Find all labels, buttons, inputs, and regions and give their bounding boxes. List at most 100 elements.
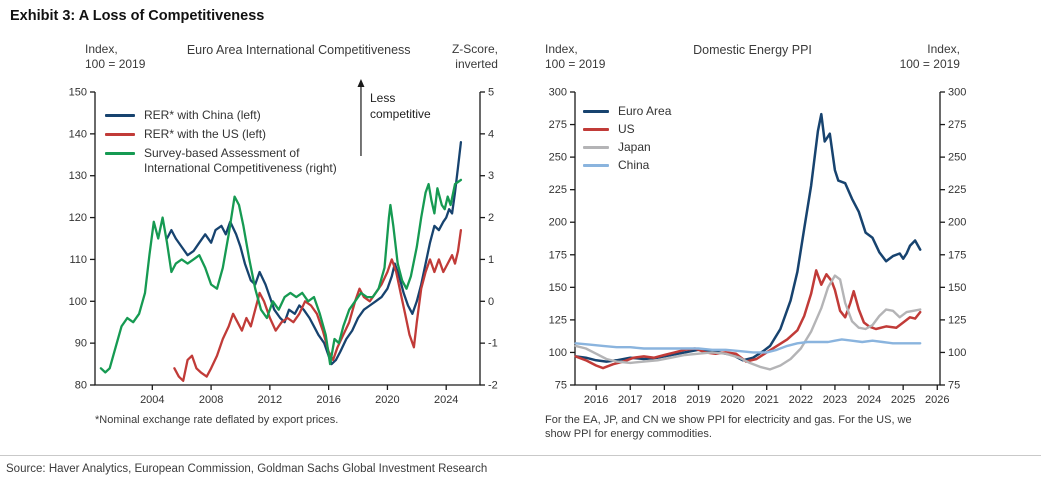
x-tick-label: 2020 <box>720 394 744 406</box>
legend-swatch-navy <box>105 114 135 117</box>
axis-frame <box>94 92 481 386</box>
arrowhead-up-icon <box>357 79 365 87</box>
y-left-tick-label: 110 <box>69 254 87 266</box>
footer-divider: Source: Haver Analytics, European Commis… <box>0 455 1041 475</box>
legend-swatch-green <box>105 152 135 155</box>
y-left-tick-label: 250 <box>549 152 567 164</box>
y-left-tick-label: 225 <box>549 184 567 196</box>
x-tick-label: 2004 <box>140 394 164 406</box>
annotation-text: competitive <box>370 107 431 121</box>
y-right-tick-label: 275 <box>948 119 966 131</box>
x-tick-label: 2016 <box>584 394 608 406</box>
y-right-tick-label: 2 <box>488 212 494 224</box>
x-tick-label: 2018 <box>652 394 676 406</box>
y-left-tick-label: 100 <box>69 296 87 308</box>
y-right-tick-label: 0 <box>488 296 494 308</box>
legend-swatch-red <box>583 128 609 131</box>
x-tick-label: 2026 <box>925 394 949 406</box>
y-right-tick-label: 75 <box>948 380 960 392</box>
exhibit-title: Exhibit 3: A Loss of Competitiveness <box>10 8 265 24</box>
right-axis-unit-label: Z-Score, inverted <box>451 42 498 71</box>
chart-legend: RER* with China (left) RER* with the US (… <box>105 108 337 176</box>
x-tick-label: 2016 <box>316 394 340 406</box>
y-left-tick-label: 130 <box>69 170 87 182</box>
legend-swatch-gray <box>583 146 609 149</box>
energy-ppi-line-chart: 75 100 125 150 175 200 225 250 275 300 75 100 125 150… <box>549 87 967 407</box>
series-line-gray <box>574 274 922 371</box>
x-tick-label: 2008 <box>199 394 223 406</box>
y-left-tick-label: 150 <box>69 87 87 99</box>
left-axis-unit-label: Index, 100 = 2019 <box>85 42 146 71</box>
legend-label: US <box>618 122 635 136</box>
y-right-tick-label: 100 <box>948 347 966 359</box>
legend-label: Survey-based Assessment of International… <box>144 146 337 175</box>
right-axis-unit-label: Index, 100 = 2019 <box>899 42 960 71</box>
y-right-tick-label: 175 <box>948 249 966 261</box>
legend-swatch-light_blue <box>583 164 609 167</box>
y-left-tick-label: 80 <box>75 380 87 392</box>
y-left-tick-label: 90 <box>75 338 87 350</box>
source-line: Source: Haver Analytics, European Commis… <box>6 463 488 475</box>
left-axis-unit-label: Index, 100 = 2019 <box>545 42 606 71</box>
chart-footnote: For the EA, JP, and CN we show PPI for e… <box>545 414 912 440</box>
chart-title: Domestic Energy PPI <box>693 43 812 57</box>
x-tick-label: 2021 <box>754 394 778 406</box>
y-right-tick-label: 225 <box>948 184 966 196</box>
x-tick-label: 2012 <box>258 394 282 406</box>
y-right-tick-label: 300 <box>948 87 966 99</box>
y-left-tick-label: 300 <box>549 87 567 99</box>
chart-header: Index, 100 = 2019 Domestic Energy PPI In… <box>535 42 980 76</box>
legend-label: RER* with the US (left) <box>144 127 267 141</box>
legend-item: RER* with China (left) <box>105 108 337 123</box>
legend-swatch-navy <box>583 110 609 113</box>
legend-item: Japan <box>583 140 671 155</box>
y-left-tick-label: 275 <box>549 119 567 131</box>
competitiveness-line-chart: 80 90 100 110 120 130 140 150 -2 -1 0 1 2 3 4 5 2004 2008… <box>69 79 498 406</box>
chart-title: Euro Area International Competitiveness <box>186 43 411 57</box>
y-left-tick-label: 175 <box>549 249 567 261</box>
x-tick-label: 2022 <box>789 394 813 406</box>
x-tick-label: 2023 <box>823 394 847 406</box>
x-tick-label: 2019 <box>686 394 710 406</box>
x-tick-label: 2024 <box>857 394 881 406</box>
legend-label: China <box>618 158 650 172</box>
series-line-green <box>99 178 463 374</box>
series-line-light_blue <box>574 338 922 354</box>
y-right-tick-label: 1 <box>488 254 494 266</box>
y-left-tick-label: 75 <box>555 380 567 392</box>
legend-item: China <box>583 158 671 173</box>
energy-ppi-chart-panel: Index, 100 = 2019 Domestic Energy PPI In… <box>535 42 980 441</box>
series-line-red <box>574 269 922 370</box>
legend-item: Euro Area <box>583 104 671 119</box>
y-left-tick-label: 120 <box>69 212 87 224</box>
y-right-tick-label: 250 <box>948 152 966 164</box>
x-tick-label: 2025 <box>891 394 915 406</box>
y-left-tick-label: 200 <box>549 217 567 229</box>
axis-frame <box>574 92 941 386</box>
y-right-tick-label: -2 <box>488 380 498 392</box>
y-right-tick-label: 3 <box>488 170 494 182</box>
chart-header: Index, 100 = 2019 Euro Area Internationa… <box>55 42 520 76</box>
legend-item: US <box>583 122 671 137</box>
y-right-tick-label: -1 <box>488 338 498 350</box>
charts-row: Index, 100 = 2019 Euro Area Internationa… <box>0 42 980 441</box>
y-left-tick-label: 150 <box>549 282 567 294</box>
legend-label: RER* with China (left) <box>144 108 261 122</box>
legend-item: RER* with the US (left) <box>105 127 337 142</box>
legend-label: Japan <box>618 140 651 154</box>
legend-swatch-red <box>105 133 135 136</box>
x-tick-label: 2017 <box>618 394 642 406</box>
legend-label: Euro Area <box>618 104 672 118</box>
y-right-tick-label: 4 <box>488 128 494 140</box>
chart-legend: Euro Area US Japan China <box>583 104 671 173</box>
y-left-tick-label: 125 <box>549 314 567 326</box>
series-line-navy <box>165 141 463 366</box>
y-right-tick-label: 5 <box>488 87 494 99</box>
chart-footnote: *Nominal exchange rate deflated by expor… <box>95 414 339 426</box>
y-right-tick-label: 125 <box>948 314 966 326</box>
x-tick-label: 2024 <box>434 394 458 406</box>
legend-item: Survey-based Assessment of International… <box>105 146 337 176</box>
competitiveness-chart-panel: Index, 100 = 2019 Euro Area Internationa… <box>55 42 520 441</box>
y-left-tick-label: 140 <box>69 128 87 140</box>
